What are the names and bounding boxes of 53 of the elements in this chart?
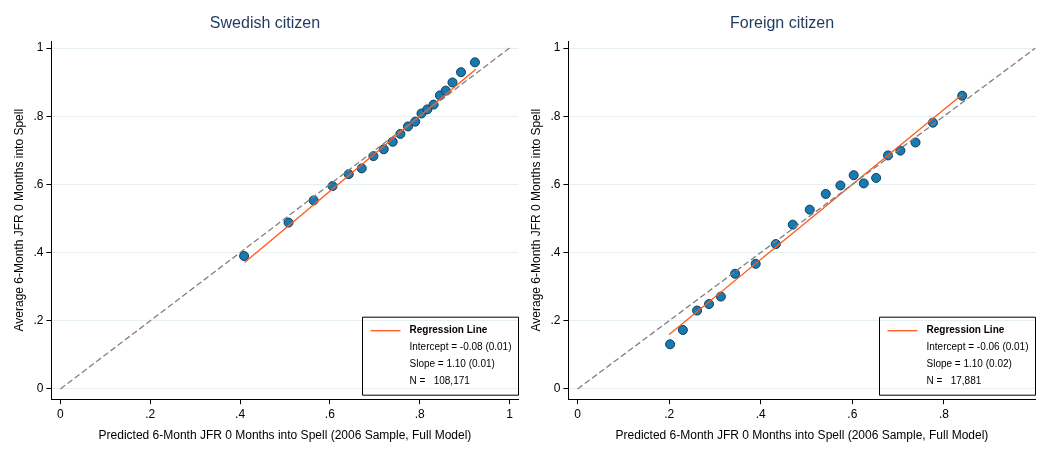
point [447,77,458,88]
point [910,137,921,148]
x-tick-label: .2 [145,406,156,421]
y-tick-label: .2 [550,313,561,328]
annotation: Intercept = -0.06 (0.01) [926,341,1029,353]
x-tick-label: .4 [235,406,246,421]
x-tick-label: 0 [57,406,65,421]
y-tick-label: .6 [550,176,561,191]
annotation: N = 108,171 [409,375,471,387]
y-tick-label: .2 [33,313,44,328]
point [787,219,798,230]
chart-title: Swedish citizen [209,14,321,32]
x-axis-title: Predicted 6-Month JFR 0 Months into Spell (2006 Sample, Full Model) [98,428,472,443]
point [239,251,250,261]
x-tick-label: .2 [664,406,675,421]
chart-title: Foreign citizen [729,14,835,32]
y-axis-title: Average 6-Month JFR 0 Months into Spell [11,108,26,332]
point [848,170,859,181]
legend-label: Regression Line [926,324,1005,336]
x-axis-title: Predicted 6-Month JFR 0 Months into Spell (2006 Sample, Full Model) [615,428,989,443]
point [804,204,815,215]
annotation: Slope = 1.10 (0.01) [409,358,495,370]
point [871,172,882,183]
y-tick-label: 1 [36,40,44,55]
point [456,67,467,78]
x-tick-label: 0 [574,406,582,421]
point [730,268,741,279]
legend-label: Regression Line [409,324,488,336]
point [957,90,968,101]
y-tick-label: .8 [33,108,44,123]
y-axis-title: Average 6-Month JFR 0 Months into Spell [528,108,543,332]
point [469,57,480,68]
y-tick-label: .6 [33,176,44,191]
y-tick-label: .8 [550,108,561,123]
x-tick-label: .6 [847,406,858,421]
x-tick-label: 1 [506,406,514,421]
point [820,188,831,199]
point [665,339,676,350]
point [835,180,846,191]
annotation: Slope = 1.10 (0.02) [926,358,1012,370]
x-tick-label: .4 [755,406,767,421]
annotation: Intercept = -0.08 (0.01) [409,341,512,353]
y-tick-label: .4 [550,244,561,259]
y-tick-label: .4 [33,244,44,259]
point [677,324,688,335]
point [858,178,869,189]
y-tick-label: 0 [36,381,44,396]
annotation: N = 17,881 [926,375,982,387]
x-tick-label: .8 [938,406,950,421]
y-tick-label: 0 [553,381,561,396]
x-tick-label: .8 [414,406,426,421]
y-tick-label: 1 [553,40,561,55]
x-tick-label: .6 [324,406,336,421]
